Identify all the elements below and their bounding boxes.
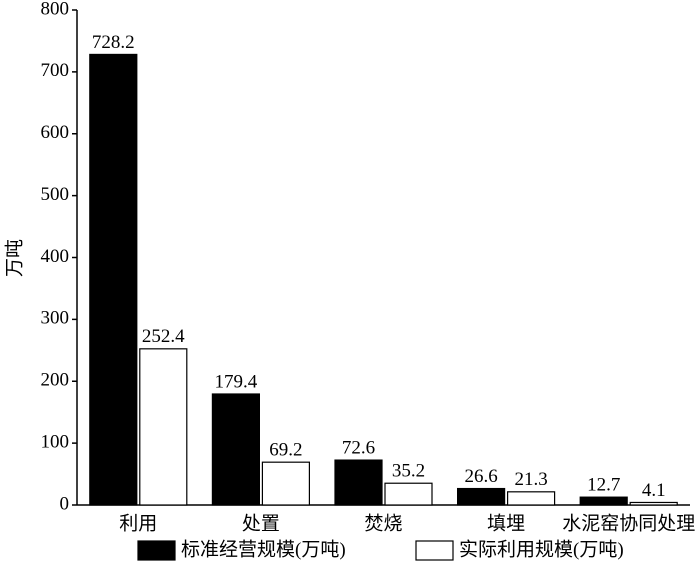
bar	[579, 496, 628, 506]
y-tick-label: 500	[41, 184, 70, 205]
y-axis-label: 万吨	[3, 239, 25, 277]
x-tick-label: 焚烧	[364, 512, 402, 534]
legend-label: 实际利用规模(万吨)	[459, 538, 624, 560]
y-tick-label: 100	[41, 431, 70, 452]
y-tick-label: 700	[41, 60, 70, 81]
bar	[139, 348, 188, 506]
bar	[457, 487, 506, 506]
value-label: 179.4	[215, 371, 258, 392]
y-tick-label: 300	[41, 308, 70, 329]
bar	[507, 491, 556, 506]
x-tick-label: 水泥窑协同处理	[562, 512, 695, 534]
bar	[384, 482, 433, 506]
value-label: 728.2	[92, 32, 135, 53]
bar	[211, 393, 260, 506]
bar	[334, 459, 383, 506]
value-label: 12.7	[587, 475, 620, 496]
x-tick-label: 利用	[119, 512, 157, 534]
value-label: 21.3	[514, 469, 547, 490]
value-label: 69.2	[269, 440, 302, 461]
value-label: 4.1	[642, 480, 666, 501]
legend-swatch	[137, 540, 176, 561]
y-tick-label: 0	[60, 493, 70, 514]
bar	[261, 461, 310, 506]
legend-swatch	[415, 540, 454, 561]
y-tick-label: 400	[41, 246, 70, 267]
value-label: 26.6	[464, 466, 497, 487]
value-label: 252.4	[142, 326, 185, 347]
x-tick-label: 处置	[242, 512, 280, 534]
y-tick-label: 800	[41, 0, 70, 19]
legend-label: 标准经营规模(万吨)	[181, 538, 346, 560]
value-label: 72.6	[342, 437, 375, 458]
bar	[89, 53, 138, 506]
y-tick-label: 600	[41, 122, 70, 143]
bar	[629, 501, 678, 506]
y-tick-label: 200	[41, 370, 70, 391]
x-tick-label: 填埋	[487, 512, 525, 534]
value-label: 35.2	[392, 461, 425, 482]
